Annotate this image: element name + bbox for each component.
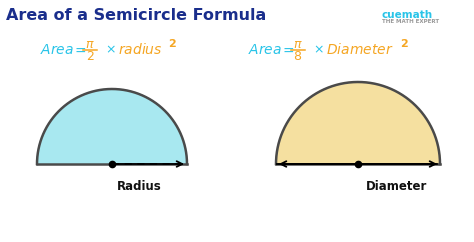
Text: THE MATH EXPERT: THE MATH EXPERT bbox=[382, 19, 439, 24]
Text: Radius: Radius bbox=[117, 180, 162, 193]
Text: $\it{Area}$: $\it{Area}$ bbox=[40, 43, 74, 57]
Text: $\mathbf{\it{Diameter}}$: $\mathbf{\it{Diameter}}$ bbox=[326, 43, 393, 58]
Text: $\mathbf{\it{radius}}$: $\mathbf{\it{radius}}$ bbox=[118, 43, 163, 58]
Polygon shape bbox=[37, 89, 187, 164]
Polygon shape bbox=[276, 82, 440, 164]
Text: $2$: $2$ bbox=[86, 50, 94, 63]
Text: $8$: $8$ bbox=[293, 50, 302, 63]
Text: Area of a Semicircle Formula: Area of a Semicircle Formula bbox=[6, 8, 266, 23]
Text: Diameter: Diameter bbox=[366, 180, 428, 193]
Text: $\mathbf{2}$: $\mathbf{2}$ bbox=[168, 37, 177, 49]
Text: $=$: $=$ bbox=[72, 43, 87, 57]
Text: $\it{Area}$: $\it{Area}$ bbox=[248, 43, 282, 57]
Text: $=$: $=$ bbox=[280, 43, 295, 57]
Text: cuemath: cuemath bbox=[382, 10, 433, 20]
Text: $\times$: $\times$ bbox=[313, 44, 324, 56]
Text: $\times$: $\times$ bbox=[105, 44, 116, 56]
Text: $\pi$: $\pi$ bbox=[85, 38, 95, 51]
Text: $\mathbf{2}$: $\mathbf{2}$ bbox=[400, 37, 409, 49]
Text: $\pi$: $\pi$ bbox=[293, 38, 303, 51]
